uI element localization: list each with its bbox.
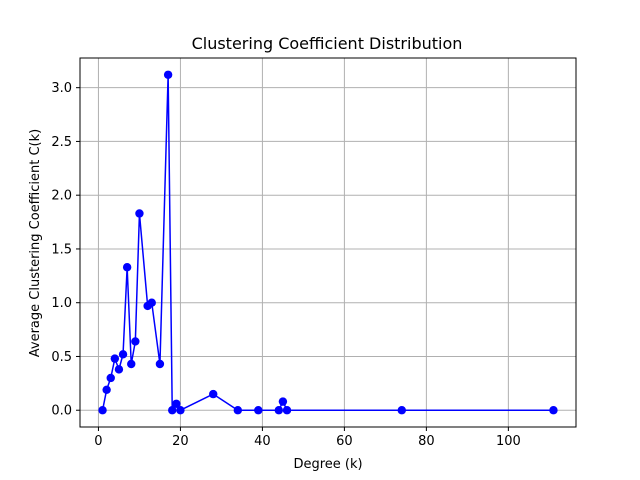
series-line — [101, 74, 554, 411]
plot-frame — [79, 57, 577, 428]
data-point — [549, 406, 558, 415]
y-tick-label: 2.5 — [51, 135, 72, 150]
y-tick-label: 0.5 — [51, 350, 72, 365]
x-tick-label: 20 — [172, 434, 189, 449]
data-point — [131, 337, 140, 346]
data-point — [254, 406, 263, 415]
data-point — [147, 298, 156, 307]
grid-layer — [80, 58, 576, 427]
data-point — [172, 399, 181, 408]
y-tick-label: 0.0 — [51, 404, 72, 419]
data-point — [274, 406, 284, 415]
x-tick-label: 40 — [254, 434, 271, 449]
data-point — [209, 389, 218, 399]
data-point — [114, 365, 124, 374]
data-point — [98, 406, 107, 415]
data-point — [110, 354, 120, 363]
data-point — [135, 209, 144, 218]
series-layer — [98, 70, 558, 415]
data-point — [176, 406, 185, 415]
data-point — [397, 406, 406, 415]
x-tick-label: 0 — [94, 434, 102, 449]
data-point — [233, 406, 243, 415]
y-tick-label: 1.5 — [51, 242, 72, 257]
y-axis-ticks: 0.0 0.5 1.0 1.5 2.0 2.5 3.0 — [51, 81, 80, 419]
x-axis-ticks: 0 20 40 60 80 100 — [94, 427, 521, 449]
data-point — [282, 406, 292, 415]
y-tick-label: 1.0 — [51, 296, 72, 311]
x-tick-label: 100 — [496, 434, 521, 449]
data-point — [122, 263, 132, 272]
x-axis-label: Degree (k) — [293, 457, 362, 472]
y-tick-label: 2.0 — [51, 189, 72, 204]
data-point — [127, 359, 136, 369]
y-tick-label: 3.0 — [51, 81, 72, 96]
data-point — [102, 385, 111, 394]
data-point — [106, 373, 115, 383]
data-point — [155, 359, 165, 369]
data-point — [168, 406, 177, 415]
data-point — [278, 397, 288, 406]
y-axis-label: Average Clustering Coefficient C(k) — [28, 129, 43, 357]
data-point — [163, 70, 173, 79]
chart-title: Clustering Coefficient Distribution — [192, 34, 463, 53]
x-tick-label: 60 — [336, 434, 353, 449]
x-tick-label: 80 — [418, 434, 435, 449]
data-point — [118, 350, 128, 359]
